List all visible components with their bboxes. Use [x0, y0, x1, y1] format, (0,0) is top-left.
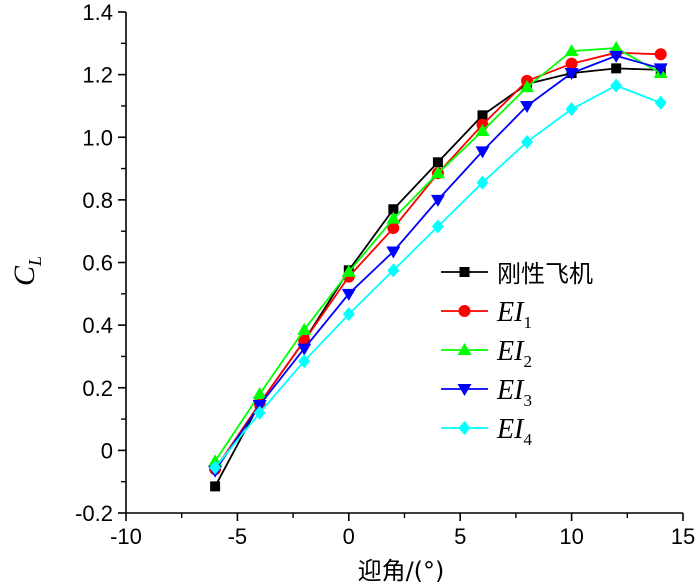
x-tick-label: 15	[671, 524, 695, 549]
data-point	[432, 157, 443, 168]
legend-label: EI3	[496, 375, 532, 410]
data-point	[210, 481, 221, 492]
legend-label-sub: 4	[523, 430, 532, 449]
legend-label-main: EI	[496, 297, 525, 328]
y-tick-label: -0.2	[75, 501, 113, 526]
y-tick-label: 0.6	[82, 251, 113, 276]
x-tick-label: 5	[454, 524, 466, 549]
x-tick-label: -10	[110, 524, 142, 549]
data-point	[520, 80, 535, 93]
y-tick-label: 1.2	[82, 63, 113, 88]
data-point	[252, 387, 267, 400]
legend-item-3: EI2	[441, 336, 532, 371]
data-point	[430, 194, 445, 207]
series-line	[214, 84, 662, 469]
y-tick-label: 0.4	[82, 313, 113, 338]
y-tick-label: 0.8	[82, 188, 113, 213]
legend-label: EI2	[496, 336, 532, 371]
x-tick-label: 0	[343, 524, 355, 549]
data-point	[653, 63, 668, 76]
legend-marker	[458, 305, 471, 317]
series-5	[209, 78, 667, 475]
data-point	[565, 57, 578, 70]
series-1	[210, 63, 666, 492]
y-axis-title-sub: L	[25, 256, 45, 267]
legend-marker	[457, 384, 472, 396]
legend-item-1: 刚性飞机	[441, 260, 593, 288]
plot-frame	[125, 12, 683, 514]
data-point	[388, 204, 399, 215]
data-point	[654, 48, 667, 61]
data-point	[209, 460, 222, 475]
data-point	[341, 288, 356, 301]
data-point	[386, 211, 401, 224]
legend-label: EI4	[496, 414, 532, 449]
data-point	[342, 307, 355, 322]
series-line	[214, 51, 661, 470]
legend-label-main: EI	[496, 336, 525, 367]
legend-label-main: EI	[496, 375, 525, 406]
data-point	[298, 354, 311, 369]
data-point	[654, 95, 667, 110]
data-point	[297, 322, 312, 335]
data-point	[565, 102, 578, 117]
legend-marker	[458, 421, 471, 435]
legend-label-main: EI	[496, 414, 525, 445]
y-tick-label: 1.0	[82, 125, 113, 150]
legend-item-5: EI4	[441, 414, 532, 449]
y-axis-ticks: -0.2 0 0.2 0.4 0.6 0.8 1.0 1.2 1.4	[75, 0, 126, 526]
data-point	[431, 219, 444, 234]
y-axis-title-main: C	[8, 265, 41, 286]
legend-label-main: 刚性飞机	[497, 260, 593, 288]
data-point	[386, 246, 401, 259]
legend-item-4: EI3	[441, 375, 532, 410]
data-point	[430, 166, 445, 179]
series-layer	[208, 41, 668, 492]
y-tick-label: 0.2	[82, 376, 113, 401]
legend-label-sub: 3	[523, 391, 532, 410]
series-line	[214, 47, 662, 462]
legend-label-sub: 2	[523, 352, 532, 371]
series-2	[209, 46, 667, 476]
series-4	[208, 50, 668, 478]
legend-label: EI1	[496, 297, 532, 332]
y-axis-title: CL	[8, 256, 45, 286]
data-point	[564, 68, 579, 81]
data-point	[387, 263, 400, 278]
data-point	[387, 222, 400, 235]
data-point	[475, 146, 490, 159]
data-point	[476, 175, 489, 190]
legend-marker	[457, 343, 472, 355]
data-point	[297, 343, 312, 356]
data-point	[341, 264, 356, 277]
series-line	[214, 67, 661, 487]
series-line	[214, 54, 661, 472]
legend-label-sub: 1	[523, 313, 532, 332]
x-axis-title: 迎角/(°)	[358, 557, 445, 585]
data-point	[610, 78, 623, 93]
legend-marker	[459, 267, 470, 277]
legend-label: 刚性飞机	[497, 260, 593, 288]
x-tick-label: 10	[559, 524, 583, 549]
y-tick-label: 1.4	[82, 0, 113, 25]
data-point	[520, 100, 535, 113]
x-axis-ticks: -10 -5 0 5 10 15	[110, 513, 695, 549]
legend-item-2: EI1	[441, 297, 532, 332]
data-point	[609, 50, 624, 63]
data-point	[477, 110, 488, 121]
y-tick-label: 0	[101, 438, 113, 463]
series-3	[208, 41, 668, 467]
data-point	[521, 134, 534, 149]
data-point	[475, 123, 490, 136]
data-point	[611, 63, 622, 74]
data-point	[564, 44, 579, 57]
data-point	[253, 405, 266, 420]
data-point	[609, 41, 624, 54]
x-tick-label: -5	[228, 524, 248, 549]
